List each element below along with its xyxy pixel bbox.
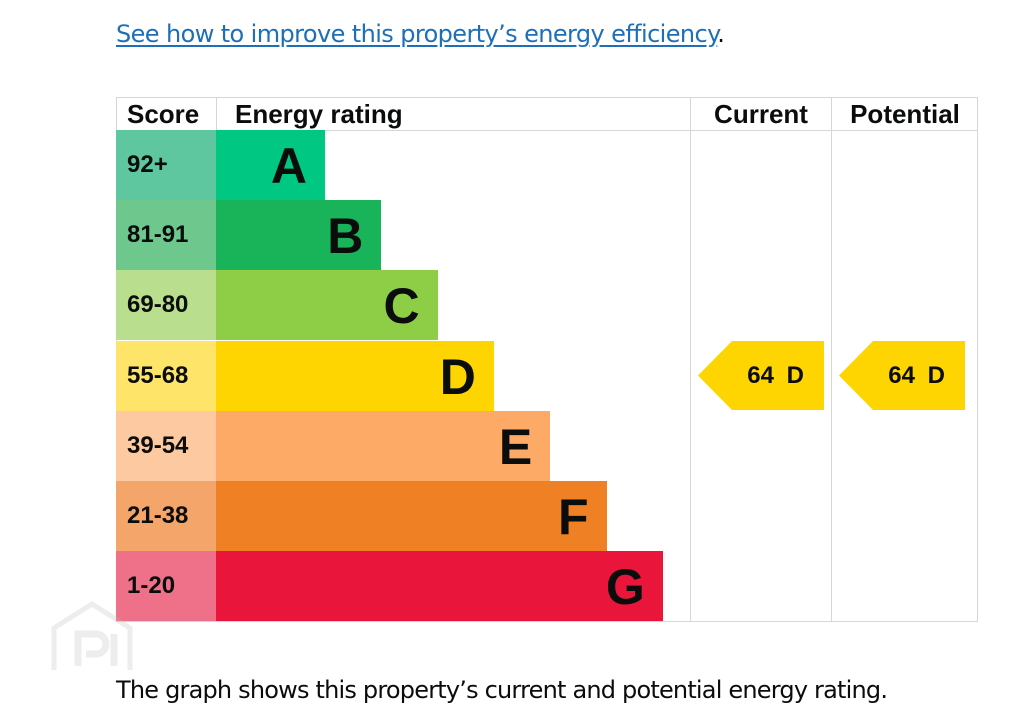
- improve-efficiency-link-row: See how to improve this property’s energ…: [116, 20, 725, 48]
- divider: [690, 97, 691, 622]
- score-range-g: 1-20: [116, 551, 216, 622]
- header-divider: [116, 130, 978, 131]
- rating-bar-b: B: [216, 200, 382, 271]
- score-range-b: 81-91: [116, 200, 216, 271]
- rating-bar-f: F: [216, 481, 607, 551]
- rating-bar-c: C: [216, 270, 438, 341]
- rating-bar-d: D: [216, 340, 494, 411]
- header-energy-rating: Energy rating: [235, 99, 403, 129]
- score-range-c: 69-80: [116, 270, 216, 341]
- rating-bar-e: E: [216, 410, 551, 481]
- header-potential: Potential: [850, 99, 960, 129]
- improve-efficiency-link[interactable]: See how to improve this property’s energ…: [116, 20, 718, 48]
- rating-bar-g: G: [216, 551, 663, 622]
- header-current: Current: [714, 99, 808, 129]
- watermark-logo-icon: [51, 601, 133, 670]
- link-suffix: .: [717, 20, 725, 48]
- score-range-f: 21-38: [116, 481, 216, 551]
- score-range-a: 92+: [116, 130, 216, 200]
- score-range-e: 39-54: [116, 410, 216, 481]
- score-range-d: 55-68: [116, 340, 216, 411]
- divider: [831, 97, 832, 622]
- graph-description: The graph shows this property’s current …: [116, 676, 888, 704]
- header-score: Score: [127, 99, 200, 129]
- divider: [216, 97, 217, 130]
- rating-bar-a: A: [216, 130, 325, 200]
